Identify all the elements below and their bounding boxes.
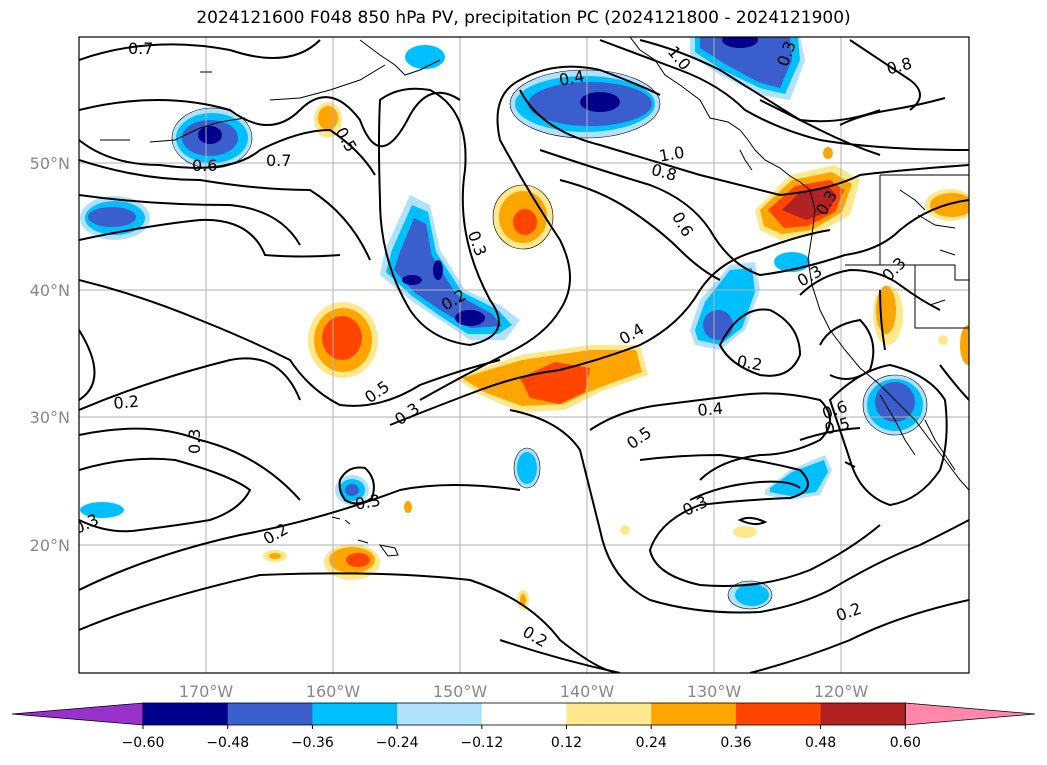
gridlines xyxy=(79,37,969,673)
colorbar-segment xyxy=(227,703,313,725)
lat-tick-label: 20°N xyxy=(30,536,70,555)
colorbar-extension-high xyxy=(904,702,1036,726)
plot-area: 0.7 0.6 0.7 0.5 0.4 1.0 0.8 0.6 0.3 0.2 … xyxy=(79,37,969,673)
colorbar-segment xyxy=(651,703,737,725)
colorbar-segment xyxy=(481,703,567,725)
contour-label: 0.3 xyxy=(354,491,382,514)
lon-tick-label: 170°W xyxy=(179,682,234,701)
colorbar-segment xyxy=(143,703,229,725)
colorbar-tick-label: 0.60 xyxy=(890,735,921,751)
colorbar-outline xyxy=(142,702,906,726)
colorbar-tick-label: −0.24 xyxy=(376,735,419,751)
lat-tick-label: 40°N xyxy=(30,281,70,300)
contour-label: 0.4 xyxy=(558,67,586,90)
colorbar-tick-label: −0.36 xyxy=(291,735,334,751)
colorbar-segment xyxy=(566,703,652,725)
precip-outlines xyxy=(171,69,928,610)
contour-label: 0.7 xyxy=(266,151,291,170)
colorbar-segment xyxy=(397,703,483,725)
lon-axis-labels: 170°W 160°W 150°W 140°W 130°W 120°W xyxy=(179,682,869,701)
contour-label: 0.6 xyxy=(192,156,217,175)
contour-label: 0.4 xyxy=(697,399,724,420)
colorbar-segment xyxy=(312,703,398,725)
pv-contours xyxy=(79,39,969,673)
coastlines xyxy=(100,37,969,557)
colorbar: −0.60 −0.48 −0.36 −0.24 −0.12 0.12 0.24 0.36 0.4… xyxy=(11,702,1036,751)
colorbar-tick-label: −0.48 xyxy=(206,735,249,751)
lon-tick-label: 130°W xyxy=(687,682,742,701)
colorbar-tick-label: −0.12 xyxy=(460,735,503,751)
map-title: 2024121600 F048 850 hPa PV, precipitatio… xyxy=(196,8,851,28)
lat-tick-label: 30°N xyxy=(30,408,70,427)
colorbar-extension-low xyxy=(11,702,144,726)
colorbar-segment xyxy=(735,703,822,725)
colorbar-tick-label: 0.48 xyxy=(805,735,836,751)
contour-label: 0.3 xyxy=(185,429,204,454)
colorbar-segment xyxy=(820,703,906,725)
lat-tick-label: 50°N xyxy=(30,154,70,173)
lon-tick-label: 150°W xyxy=(433,682,488,701)
lat-axis-labels: 50°N 40°N 30°N 20°N xyxy=(30,154,70,555)
colorbar-tick-label: 0.12 xyxy=(551,735,582,751)
contour-label: 0.2 xyxy=(113,392,140,413)
plot-frame xyxy=(78,36,970,674)
contour-label: 0.2 xyxy=(735,351,763,374)
colorbar-tick-label: −0.60 xyxy=(122,735,165,751)
lon-tick-label: 140°W xyxy=(560,682,615,701)
colorbar-tick-label: 0.36 xyxy=(720,735,751,751)
colorbar-tick-label: 0.24 xyxy=(636,735,667,751)
lon-tick-label: 120°W xyxy=(814,682,869,701)
positive-anomaly-shading xyxy=(263,102,969,610)
contour-label: 1.0 xyxy=(658,143,686,166)
contour-label: 0.7 xyxy=(128,39,153,58)
lon-tick-label: 160°W xyxy=(306,682,361,701)
